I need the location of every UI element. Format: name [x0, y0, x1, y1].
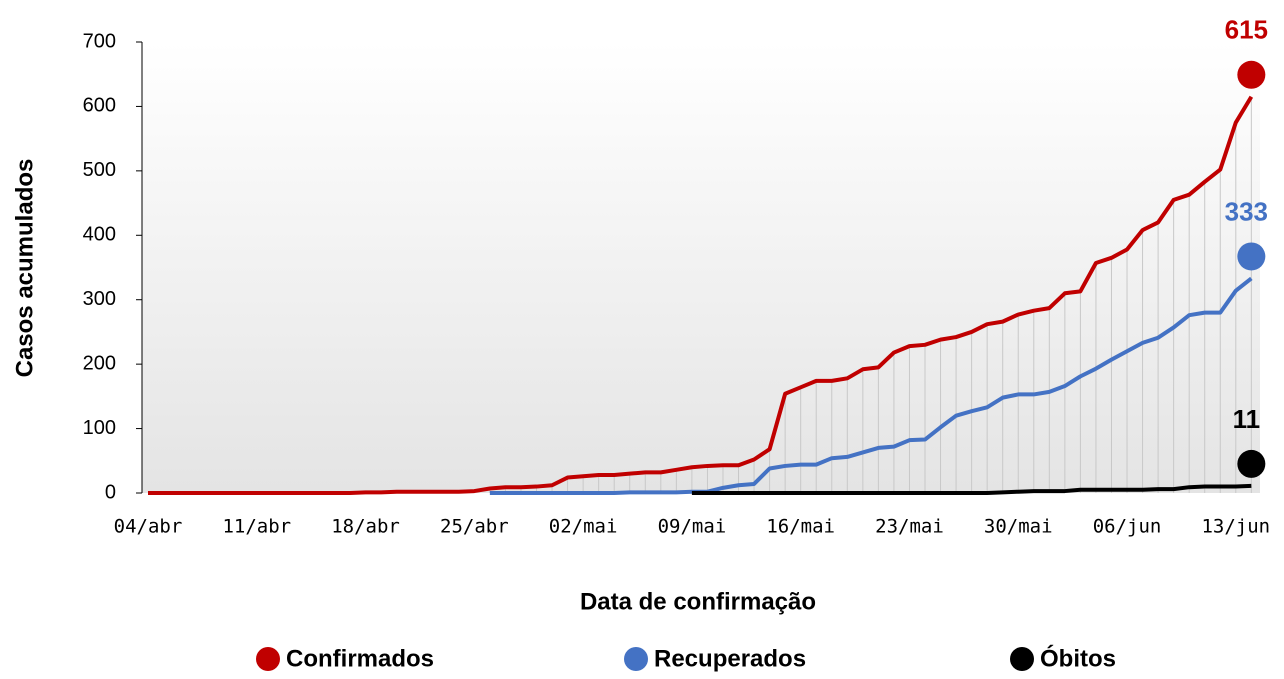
series-line: [148, 95, 1254, 495]
x-tick-label: 04/abr: [114, 516, 183, 538]
y-tick-label: 100: [83, 417, 116, 439]
y-tick-label: 300: [83, 288, 116, 310]
y-tick-label: 200: [83, 352, 116, 374]
x-tick-label: 30/mai: [984, 516, 1053, 538]
y-axis-title: Casos acumulados: [11, 159, 38, 378]
legend-swatch: [624, 647, 648, 671]
x-tick-label: 09/mai: [658, 516, 727, 538]
x-tick-label: 13/jun: [1201, 516, 1270, 538]
legend-label: Recuperados: [654, 645, 806, 672]
y-tick-label: 600: [83, 95, 116, 117]
plot-area: [142, 42, 1260, 493]
end-label: 615: [1225, 15, 1268, 45]
x-tick-label: 02/mai: [549, 516, 618, 538]
x-tick-label: 11/abr: [222, 516, 291, 538]
end-marker: [1237, 60, 1266, 89]
x-tick-label: 25/abr: [440, 516, 509, 538]
x-tick-label: 06/jun: [1093, 516, 1162, 538]
x-tick-label: 18/abr: [331, 516, 400, 538]
x-axis-title: Data de confirmação: [580, 588, 816, 615]
series-line: [691, 483, 1252, 495]
end-label: 11: [1233, 404, 1261, 434]
end-marker: [1237, 449, 1266, 478]
x-tick-label: 23/mai: [875, 516, 944, 538]
legend-swatch: [1010, 647, 1034, 671]
y-tick-label: 700: [83, 30, 116, 52]
y-tick-label: 400: [83, 224, 116, 246]
end-label: 333: [1225, 196, 1268, 226]
series-line: [489, 276, 1253, 495]
legend-label: Confirmados: [286, 645, 434, 672]
legend-swatch: [256, 647, 280, 671]
y-tick-label: 0: [105, 481, 116, 503]
end-marker: [1237, 242, 1266, 271]
legend-label: Óbitos: [1040, 644, 1116, 672]
x-tick-label: 16/mai: [766, 516, 835, 538]
y-tick-label: 500: [83, 159, 116, 181]
